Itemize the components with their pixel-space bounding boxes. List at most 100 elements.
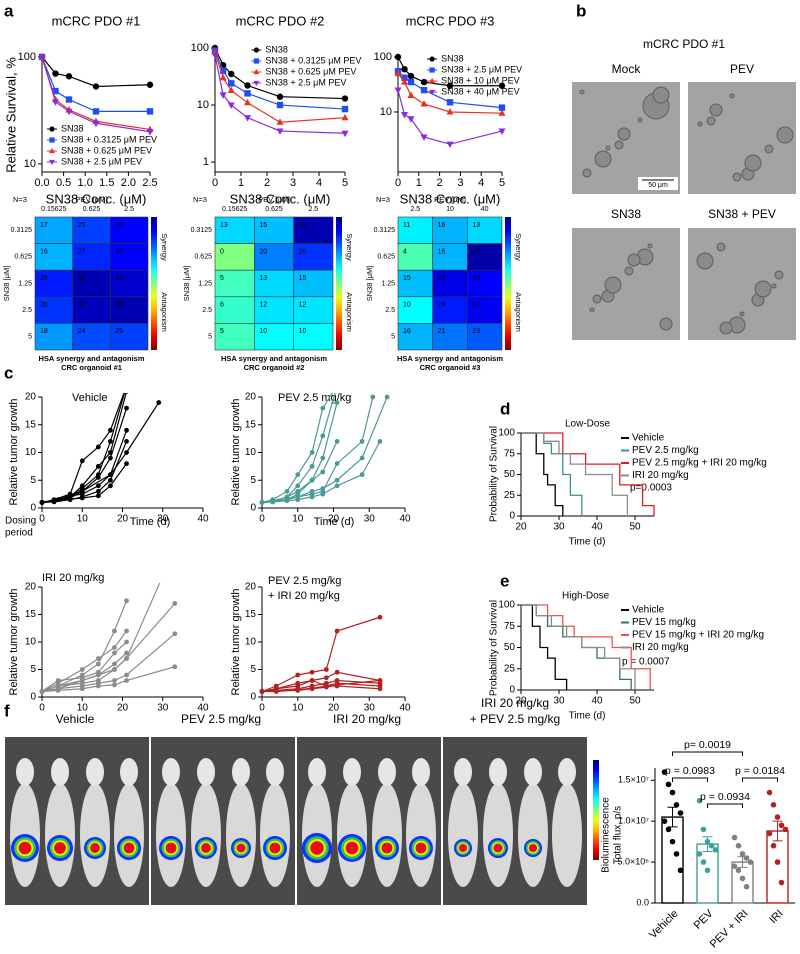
cell-label: 15 bbox=[403, 275, 411, 282]
y-tick-label: 0 bbox=[250, 692, 256, 703]
data-point bbox=[309, 477, 315, 483]
image-label: SN38 bbox=[611, 207, 641, 221]
chart-title: PEV 2.5 mg/kg bbox=[278, 392, 351, 404]
mouse-head bbox=[308, 758, 326, 786]
series-line bbox=[41, 603, 176, 693]
legend-label: SN38 bbox=[441, 53, 464, 63]
data-point bbox=[407, 91, 415, 98]
colorbar-label: Synergy bbox=[514, 233, 523, 261]
data-point bbox=[124, 678, 129, 683]
data-point bbox=[295, 680, 301, 686]
mouse-body bbox=[226, 783, 256, 887]
data-point bbox=[124, 650, 129, 656]
mouse-head bbox=[16, 758, 34, 786]
data-point bbox=[244, 82, 251, 89]
x-axis-label: Time (d) bbox=[130, 516, 171, 528]
data-point bbox=[124, 639, 129, 645]
cell-label: 26 bbox=[40, 302, 48, 309]
data-point bbox=[172, 631, 178, 637]
data-point bbox=[124, 384, 129, 389]
legend-label: PEV 2.5 mg/kg + IRI 20 mg/kg bbox=[632, 458, 767, 469]
organoid bbox=[617, 127, 631, 141]
y-tick-label: 5.0×10⁶ bbox=[618, 856, 650, 866]
data-point bbox=[341, 95, 349, 102]
organoid bbox=[652, 86, 670, 104]
data-point bbox=[124, 598, 129, 604]
data-point bbox=[731, 863, 738, 869]
data-point bbox=[55, 678, 61, 683]
row-label: 5 bbox=[208, 334, 212, 341]
x-tick-label: 30 bbox=[364, 703, 376, 714]
plot-area bbox=[211, 44, 349, 138]
heat-cell bbox=[34, 296, 73, 324]
column-label: 2.5 bbox=[308, 206, 318, 213]
mouse-body bbox=[518, 783, 548, 887]
survival-curve bbox=[521, 432, 564, 516]
x-tick-label: 20 bbox=[117, 703, 129, 714]
x-tick-label: 10 bbox=[292, 514, 304, 525]
organoid bbox=[771, 283, 777, 289]
data-point bbox=[39, 689, 45, 694]
organoid bbox=[719, 321, 733, 335]
cell-label: 24 bbox=[78, 328, 86, 335]
mouse-body bbox=[448, 783, 478, 887]
cell-label: 36 bbox=[115, 302, 123, 309]
heat-cell bbox=[397, 243, 433, 271]
heat-cell bbox=[293, 216, 334, 244]
data-point bbox=[669, 789, 676, 796]
data-point bbox=[243, 115, 252, 122]
heat-cell bbox=[34, 216, 73, 244]
column-label: 2.5 bbox=[410, 206, 420, 213]
data-point bbox=[228, 70, 235, 78]
luminescence bbox=[236, 843, 246, 853]
data-point bbox=[323, 667, 329, 672]
data-point bbox=[661, 769, 668, 775]
y-tick-label: 15 bbox=[245, 419, 257, 430]
y-axis-label: Bioluminescence bbox=[601, 797, 612, 873]
data-point bbox=[295, 494, 301, 500]
organoid bbox=[579, 89, 585, 95]
data-point bbox=[295, 483, 301, 489]
data-point bbox=[95, 488, 101, 494]
data-point bbox=[124, 628, 129, 634]
data-point bbox=[774, 814, 781, 820]
colorbar-label: Antagonism bbox=[160, 292, 169, 332]
category-label: IRI bbox=[767, 908, 785, 926]
organoid bbox=[589, 307, 595, 313]
data-point bbox=[704, 867, 711, 874]
data-point bbox=[172, 601, 178, 606]
data-point bbox=[295, 672, 301, 678]
data-point bbox=[95, 444, 101, 450]
category-label: PEV bbox=[692, 907, 717, 932]
data-point bbox=[320, 455, 326, 461]
colorbar bbox=[593, 760, 599, 860]
heat-cell bbox=[293, 296, 334, 324]
x-tick-label: 40 bbox=[197, 703, 209, 714]
series-line bbox=[214, 50, 346, 110]
y-tick-label: 15 bbox=[25, 609, 37, 620]
data-point bbox=[370, 394, 376, 400]
legend-label: SN38 + 0.3125 μM PEV bbox=[61, 134, 157, 144]
column-label: 0.625 bbox=[265, 206, 283, 213]
x-tick-label: 5 bbox=[499, 177, 505, 189]
data-point bbox=[227, 86, 235, 94]
legend-marker bbox=[49, 137, 55, 143]
organoid bbox=[614, 140, 624, 150]
data-point bbox=[160, 574, 165, 579]
micrographs bbox=[572, 82, 796, 340]
y-tick-label: 100 bbox=[374, 51, 392, 63]
row-label: 0.625 bbox=[14, 254, 32, 261]
organoid bbox=[697, 121, 703, 127]
colorbar bbox=[336, 217, 342, 350]
data-point bbox=[55, 497, 61, 503]
y-tick-label: 100 bbox=[191, 42, 209, 54]
data-point bbox=[124, 672, 129, 678]
cell-label: 12 bbox=[299, 302, 307, 309]
y-axis-label: SN38 [μM] bbox=[182, 266, 191, 302]
data-point bbox=[95, 656, 101, 661]
x-tick-label: 2.5 bbox=[142, 177, 157, 189]
data-point bbox=[309, 686, 315, 692]
heat-cell bbox=[110, 269, 149, 298]
y-tick-label: 10 bbox=[245, 637, 257, 648]
data-point bbox=[95, 661, 101, 667]
